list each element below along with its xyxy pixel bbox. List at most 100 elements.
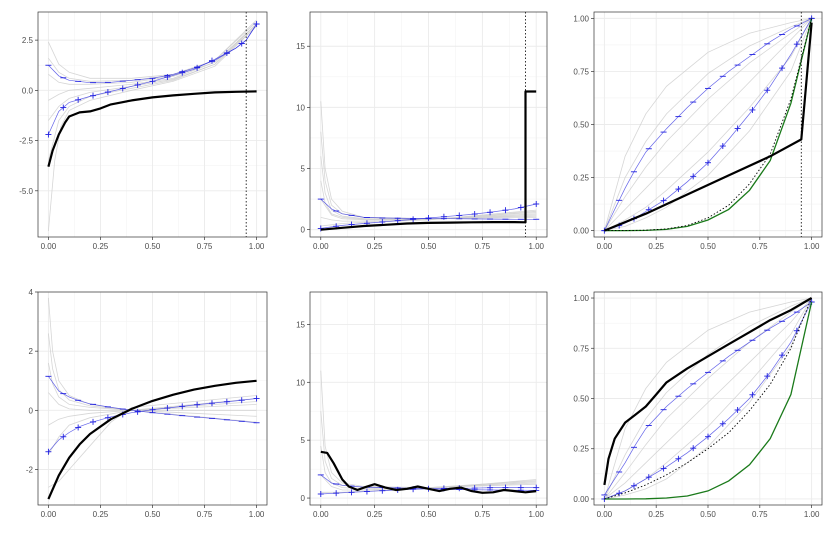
y-tick-label: 5 [301,165,306,174]
y-tick-label: 0.50 [573,121,589,130]
replicate-curve [604,18,812,231]
y-tick-label: 2 [29,347,34,356]
y-tick-label: 0.75 [573,67,589,76]
y-tick-label: 0 [29,406,34,415]
y-tick-label: 15 [296,42,305,51]
x-tick-label: 0.25 [648,242,664,251]
y-tick-label: 0.50 [573,395,589,404]
reference-curve [604,18,813,232]
replicate-curve [604,297,812,500]
x-tick-label: 0.50 [700,242,716,251]
x-tick-label: 0.00 [313,242,329,251]
y-tick-label: 2.5 [22,36,34,45]
y-tick-label: 0.25 [573,445,589,454]
lower-envelope-line [48,398,257,453]
replicate-curve [604,297,812,500]
panel-1: 0.00 0.25 0.50 0.75 1.00 -5.0 -2.5 0.0 2.5 [19,11,268,251]
panel-3: 0.00 0.25 0.50 0.75 1.00 0.00 0.25 0.50 0.75 1.00 [573,11,823,251]
y-tick-label: -2.5 [19,137,33,146]
dotted-reference-curve [604,297,813,500]
x-tick-label: 0.00 [41,510,57,519]
upper-envelope-line [604,18,812,231]
main-curve [320,450,537,494]
panel-2: 0.00 0.25 0.50 0.75 1.00 0 5 10 15 [296,11,548,251]
lower-envelope-line [604,301,812,500]
replicate-curve [48,395,257,488]
main-curve [603,297,813,486]
y-tick-label: 0.00 [573,495,589,504]
y-tick-label: -5.0 [19,187,33,196]
y-tick-label: 5 [301,436,306,445]
plot-area [317,370,540,498]
replicate-curve [320,474,537,491]
replicate-curve [604,297,812,500]
upper-envelope-line [604,301,812,496]
upper-envelope-line [320,474,537,491]
panel-5: 0.00 0.25 0.50 0.75 1.00 0 5 10 15 [296,291,548,519]
x-tick-label: 0.50 [421,510,437,519]
x-tick-label: 0.25 [93,242,109,251]
x-tick-label: 0.00 [597,510,613,519]
main-curve [47,90,257,167]
y-tick-label: 10 [296,103,305,112]
upper-envelope-line [320,198,537,220]
x-tick-label: 0.75 [752,242,768,251]
y-tick-label: 0 [301,494,306,503]
y-tick-label: 1.00 [573,294,589,303]
x-tick-label: 1.00 [804,510,820,519]
replicate-curve [48,23,257,101]
x-tick-label: 0.75 [197,510,213,519]
x-tick-label: 0.25 [648,510,664,519]
x-tick-label: 0.00 [597,242,613,251]
x-tick-label: 0.25 [367,510,383,519]
replicate-curve [48,392,257,411]
panel-6: 0.00 0.25 0.50 0.75 1.00 0.00 0.25 0.50 0.75 1.00 [573,291,823,519]
x-tick-label: 1.00 [804,242,820,251]
replicate-curve [48,362,257,411]
replicate-curve [320,479,537,493]
x-tick-label: 1.00 [528,510,544,519]
y-tick-label: -2 [26,466,34,475]
plot-area [45,297,260,500]
replicate-curve [604,18,812,231]
replicate-curve [604,18,812,231]
y-tick-label: 10 [296,378,305,387]
x-tick-label: 0.50 [700,510,716,519]
replicate-curve [604,18,812,231]
x-tick-label: 1.00 [528,242,544,251]
y-tick-label: 0 [301,226,306,235]
x-tick-label: 0.25 [367,242,383,251]
replicate-curve [48,401,257,426]
plot-area [601,297,815,502]
x-tick-label: 0.50 [421,242,437,251]
y-tick-label: 0.0 [22,86,34,95]
main-curve [47,379,257,500]
panel-4: 0.00 0.25 0.50 0.75 1.00 -2 0 2 4 [26,288,268,519]
y-tick-label: 0.75 [573,344,589,353]
y-tick-label: 4 [29,288,34,297]
x-tick-label: 0.75 [475,242,491,251]
replicate-curve [604,297,812,500]
y-tick-label: 1.00 [573,14,589,23]
x-tick-label: 0.75 [752,510,768,519]
x-tick-label: 1.00 [249,510,265,519]
x-tick-label: 0.00 [313,510,329,519]
replicate-curve [48,25,257,232]
x-tick-label: 0.75 [197,242,213,251]
x-tick-label: 0.00 [41,242,57,251]
plot-area [601,15,815,234]
x-tick-label: 0.75 [475,510,491,519]
reference-curve [604,301,813,500]
upper-envelope-line [48,376,257,424]
y-tick-label: 15 [296,320,305,329]
x-tick-label: 0.50 [145,510,161,519]
dotted-reference-curve [604,18,813,232]
replicate-curve [48,333,257,417]
y-tick-label: 0.25 [573,174,589,183]
y-tick-label: 0.00 [573,227,589,236]
x-tick-label: 1.00 [249,242,265,251]
replicate-curve [604,18,812,231]
x-tick-label: 0.25 [93,510,109,519]
plot-area [45,19,260,232]
